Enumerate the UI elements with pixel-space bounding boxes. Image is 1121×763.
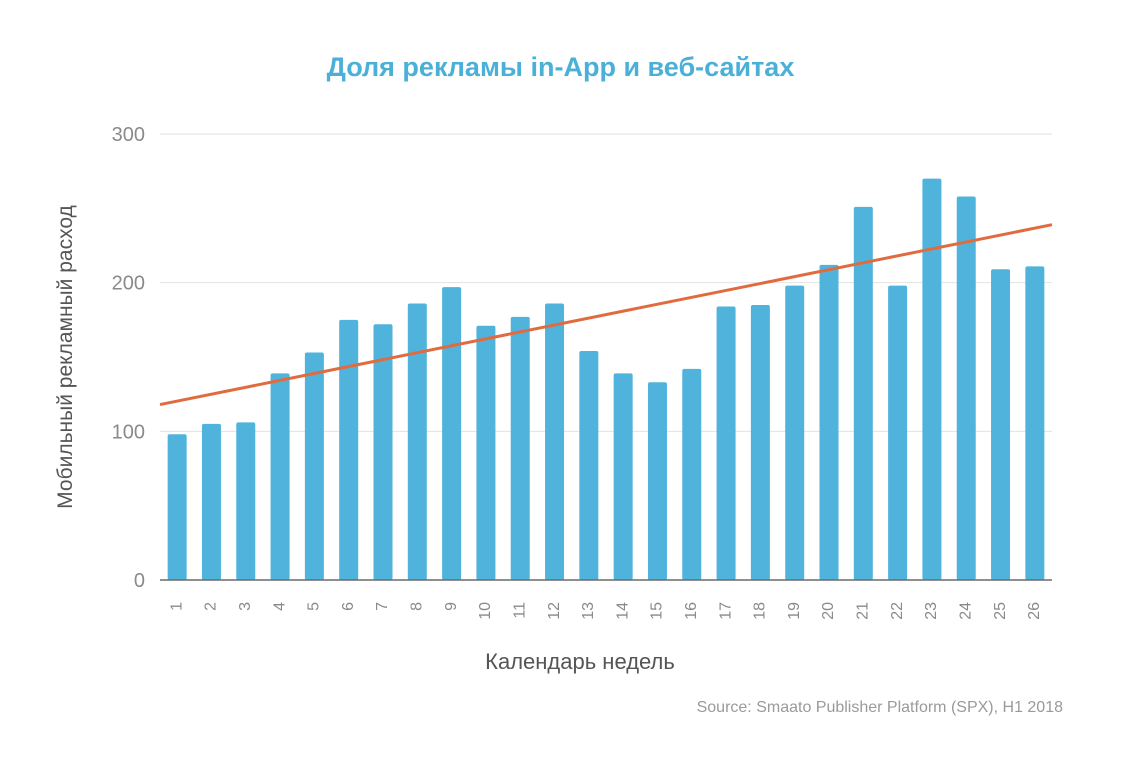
x-tick-label: 23 bbox=[923, 602, 940, 620]
bar bbox=[201, 423, 221, 580]
bar bbox=[853, 206, 873, 580]
bar bbox=[922, 178, 942, 580]
x-tick-label: 8 bbox=[409, 602, 426, 611]
bar bbox=[167, 434, 187, 580]
x-axis-label: Календарь недель bbox=[485, 649, 675, 674]
x-tick-label: 16 bbox=[683, 602, 700, 620]
bar bbox=[716, 306, 736, 580]
x-tick-label: 19 bbox=[786, 602, 803, 620]
source-note: Source: Smaato Publisher Platform (SPX),… bbox=[696, 699, 1063, 716]
chart-title: Доля рекламы in-App и веб-сайтах bbox=[326, 52, 795, 82]
x-tick-label: 24 bbox=[957, 602, 974, 620]
x-tick-label: 5 bbox=[306, 602, 323, 611]
x-tick-label: 26 bbox=[1026, 602, 1043, 620]
x-tick-label: 13 bbox=[580, 602, 597, 620]
y-tick-label: 200 bbox=[112, 273, 145, 295]
bar bbox=[442, 287, 462, 580]
bar bbox=[613, 373, 633, 580]
y-tick-label: 100 bbox=[112, 421, 145, 443]
y-tick-label: 300 bbox=[112, 124, 145, 146]
x-tick-label: 17 bbox=[717, 602, 734, 620]
bar bbox=[1025, 266, 1045, 580]
bar bbox=[510, 316, 530, 580]
trend-line bbox=[159, 223, 1053, 407]
x-tick-label: 21 bbox=[855, 602, 872, 620]
x-tick-label: 14 bbox=[614, 602, 631, 620]
x-tick-label: 22 bbox=[889, 602, 906, 620]
y-tick-label: 0 bbox=[134, 570, 145, 592]
x-tick-label: 9 bbox=[443, 602, 460, 611]
bar bbox=[476, 325, 496, 580]
bar bbox=[339, 319, 359, 580]
bar bbox=[956, 196, 976, 580]
bar bbox=[545, 303, 565, 580]
bar bbox=[236, 422, 256, 580]
x-tick-label: 12 bbox=[546, 602, 563, 620]
x-tick-label: 2 bbox=[203, 602, 220, 611]
bar bbox=[407, 303, 427, 580]
x-tick-label: 3 bbox=[237, 602, 254, 611]
x-tick-label: 1 bbox=[168, 602, 185, 611]
bar bbox=[888, 285, 908, 580]
x-tick-label: 20 bbox=[820, 602, 837, 620]
x-tick-label: 25 bbox=[992, 602, 1009, 620]
bar bbox=[682, 368, 702, 580]
bar bbox=[647, 382, 667, 580]
bar bbox=[270, 373, 290, 580]
x-tick-label: 11 bbox=[511, 602, 528, 619]
bar bbox=[991, 269, 1011, 580]
bar bbox=[579, 351, 599, 580]
bar bbox=[304, 352, 324, 580]
x-tick-label: 18 bbox=[752, 602, 769, 620]
bar bbox=[785, 285, 805, 580]
x-tick-label: 4 bbox=[271, 602, 288, 611]
bar bbox=[373, 324, 393, 580]
x-tick-label: 7 bbox=[374, 602, 391, 611]
bar bbox=[819, 264, 839, 580]
x-tick-label: 10 bbox=[477, 602, 494, 620]
bar bbox=[750, 304, 770, 580]
x-tick-label: 6 bbox=[340, 602, 357, 611]
x-tick-label: 15 bbox=[649, 602, 666, 620]
